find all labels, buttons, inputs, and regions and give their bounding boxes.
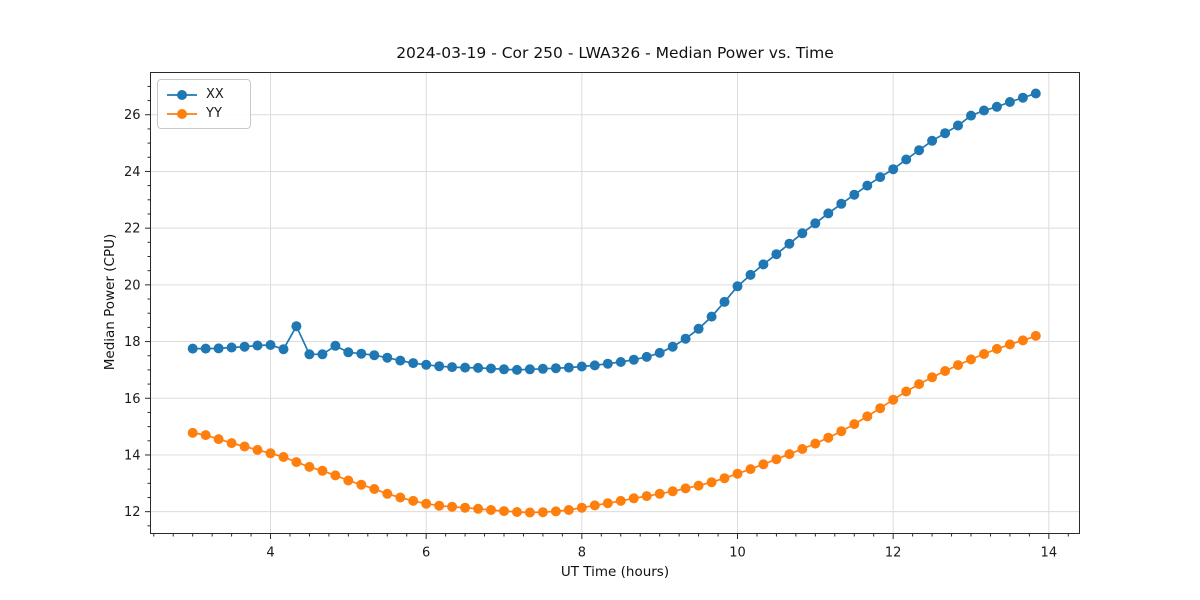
svg-text:24: 24 (124, 165, 141, 180)
legend-item-yy: YY (166, 104, 242, 123)
svg-text:10: 10 (729, 546, 746, 561)
svg-text:18: 18 (124, 335, 141, 350)
legend-item-xx: XX (166, 85, 242, 104)
svg-text:20: 20 (124, 278, 141, 293)
svg-text:26: 26 (124, 108, 141, 123)
svg-text:12: 12 (885, 546, 902, 561)
svg-text:8: 8 (578, 546, 586, 561)
yy-series-swatch-icon (167, 108, 197, 119)
svg-text:14: 14 (1041, 546, 1058, 561)
svg-text:14: 14 (124, 448, 141, 463)
svg-text:12: 12 (124, 505, 141, 520)
xx-series-swatch-icon (167, 89, 197, 100)
legend-label-xx: XX (206, 87, 224, 102)
y-axis-label: Median Power (CPU) (102, 233, 118, 371)
svg-text:6: 6 (422, 546, 430, 561)
legend: XX YY (157, 79, 251, 129)
svg-text:4: 4 (266, 546, 274, 561)
legend-label-yy: YY (206, 106, 222, 121)
chart-title: 2024-03-19 - Cor 250 - LWA326 - Median P… (396, 44, 834, 62)
svg-text:22: 22 (124, 222, 141, 237)
svg-text:16: 16 (124, 392, 141, 407)
x-axis-label: UT Time (hours) (560, 564, 670, 580)
